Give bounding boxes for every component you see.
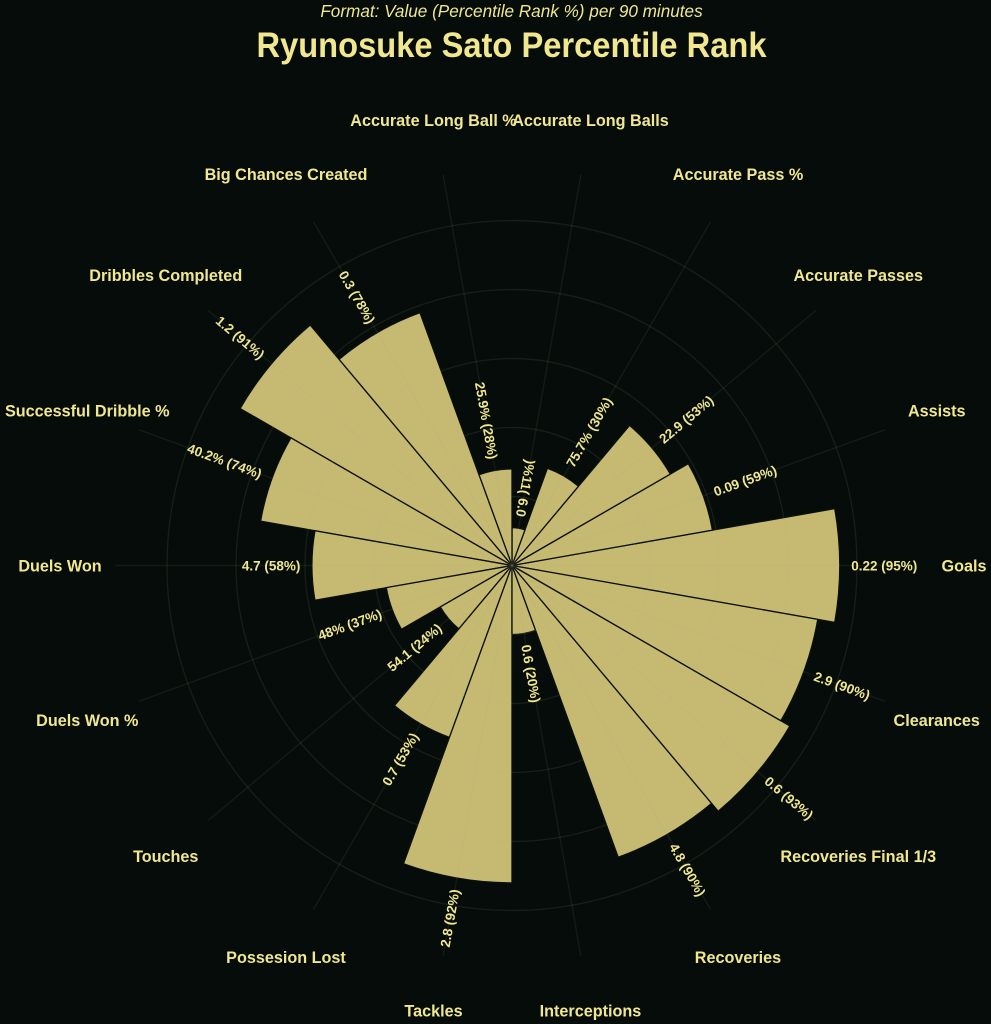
svg-text:Dribbles Completed: Dribbles Completed [89,267,242,285]
svg-text:Duels Won: Duels Won [18,557,101,575]
svg-text:Clearances: Clearances [894,712,980,730]
svg-text:Format: Value (Percentile Rank: Format: Value (Percentile Rank %) per 90… [320,1,703,21]
svg-text:Big Chances Created: Big Chances Created [205,166,368,184]
svg-text:Accurate Pass %: Accurate Pass % [673,166,803,184]
svg-text:Accurate Long Balls: Accurate Long Balls [512,112,669,130]
svg-text:Recoveries: Recoveries [695,949,781,967]
svg-text:Recoveries Final 1/3: Recoveries Final 1/3 [780,848,936,866]
svg-text:Assists: Assists [908,403,966,421]
svg-text:Tackles: Tackles [404,1002,462,1020]
svg-text:Ryunosuke Sato Percentile Rank: Ryunosuke Sato Percentile Rank [256,26,766,65]
svg-text:Possesion Lost: Possesion Lost [226,949,346,967]
svg-text:4.7 (58%): 4.7 (58%) [242,558,301,573]
svg-text:Touches: Touches [133,848,198,866]
svg-text:Goals: Goals [942,557,987,575]
svg-text:Successful Dribble %: Successful Dribble % [5,403,170,421]
svg-text:Duels Won %: Duels Won % [36,712,138,730]
svg-text:Interceptions: Interceptions [540,1002,642,1020]
svg-text:Accurate Passes: Accurate Passes [793,267,923,285]
svg-text:Accurate Long Ball %: Accurate Long Ball % [350,112,516,130]
svg-text:0.22 (95%): 0.22 (95%) [851,558,917,573]
